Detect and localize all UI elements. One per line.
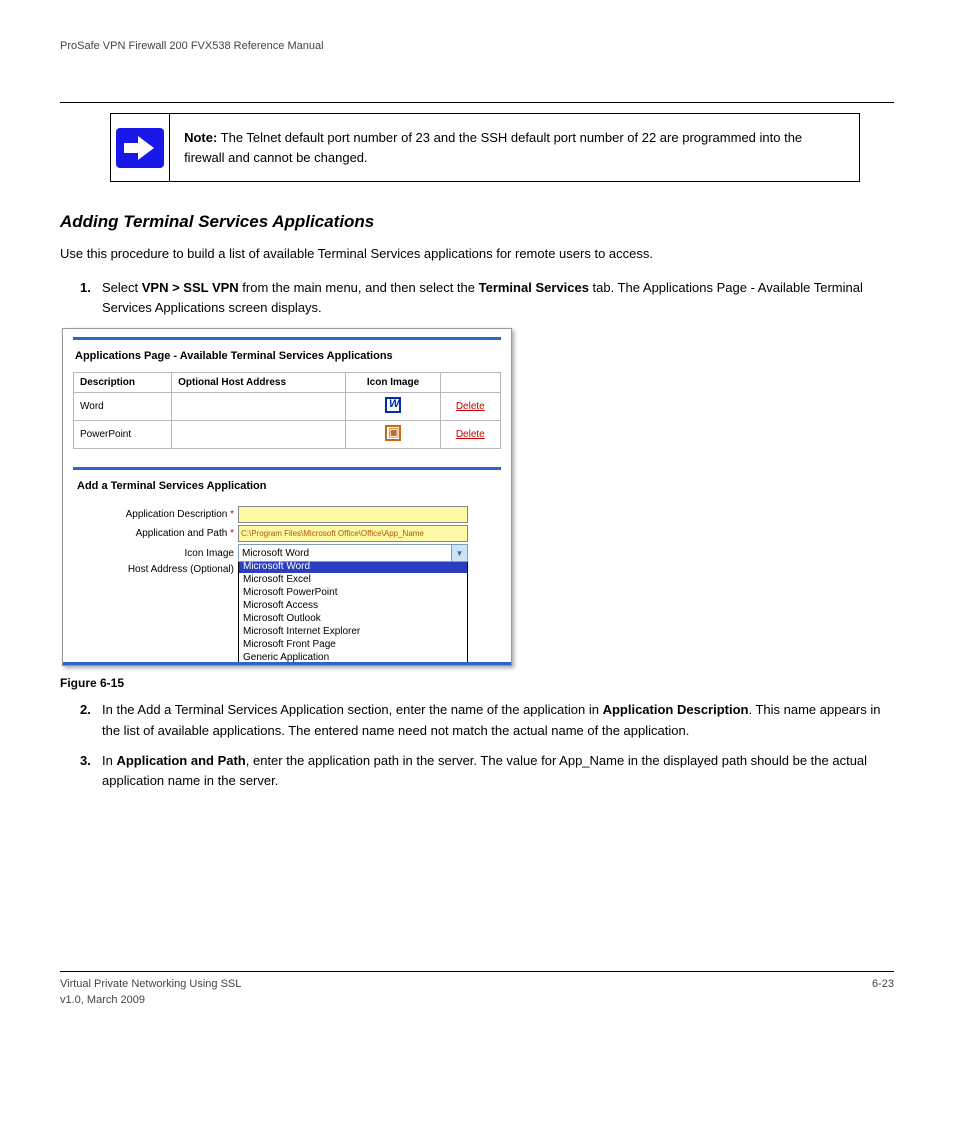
ts-midline: [73, 467, 501, 470]
figure-caption: Figure 6-15: [60, 676, 894, 690]
ts-window: Applications Page - Available Terminal S…: [62, 328, 512, 666]
cell-host-0: [172, 393, 346, 421]
ppt-icon: [385, 425, 401, 441]
arrow-icon: [116, 128, 164, 168]
section-title: Adding Terminal Services Applications: [60, 212, 894, 232]
select-value: Microsoft Word: [242, 548, 309, 559]
step-3-num: 3.: [80, 751, 102, 791]
col-desc: Description: [74, 373, 172, 393]
footer: Virtual Private Networking Using SSL 6-2…: [60, 971, 894, 990]
step-2: 2. In the Add a Terminal Services Applic…: [80, 700, 894, 740]
opt-4[interactable]: Microsoft Outlook: [239, 612, 467, 625]
header-rule: [60, 102, 894, 103]
opt-5[interactable]: Microsoft Internet Explorer: [239, 625, 467, 638]
step-1: 1. Select VPN > SSL VPN from the main me…: [80, 278, 894, 318]
step-2-a: In the Add a Terminal Services Applicati…: [102, 702, 603, 717]
opt-2[interactable]: Microsoft PowerPoint: [239, 586, 467, 599]
figure: Applications Page - Available Terminal S…: [60, 328, 894, 690]
input-app-path[interactable]: [238, 525, 468, 542]
intro-text: Use this procedure to build a list of av…: [60, 244, 894, 264]
cell-icon-1: [346, 421, 440, 449]
note-icon-cell: [111, 114, 170, 181]
step-3-bold: Application and Path: [116, 753, 245, 768]
footer-bottom: v1.0, March 2009: [60, 994, 894, 1006]
word-icon: [385, 397, 401, 413]
step-1-num: 1.: [80, 278, 102, 318]
ts-title: Applications Page - Available Terminal S…: [75, 350, 501, 362]
ts-subtitle: Add a Terminal Services Application: [77, 480, 501, 492]
step-2-bold: Application Description: [603, 702, 749, 717]
step-2-num: 2.: [80, 700, 102, 740]
delete-link-0[interactable]: Delete: [456, 401, 485, 412]
step-3: 3. In Application and Path, enter the ap…: [80, 751, 894, 791]
label-app-desc: Application Description *: [73, 509, 238, 520]
ts-topline: [73, 337, 501, 340]
note-box: Note: The Telnet default port number of …: [110, 113, 860, 182]
table-row: PowerPoint Delete: [74, 421, 501, 449]
step-1-a: Select: [102, 280, 142, 295]
note-label: Note:: [184, 130, 217, 145]
col-icon: Icon Image: [346, 373, 440, 393]
col-host: Optional Host Address: [172, 373, 346, 393]
step-1-bold: VPN > SSL VPN: [142, 280, 243, 295]
chevron-down-icon: ▼: [451, 545, 467, 561]
opt-6[interactable]: Microsoft Front Page: [239, 638, 467, 651]
cell-desc-1: PowerPoint: [74, 421, 172, 449]
select-icon-image[interactable]: Microsoft Word ▼: [238, 544, 468, 562]
cell-desc-0: Word: [74, 393, 172, 421]
label-host-addr: Host Address (Optional): [73, 564, 238, 575]
footer-left: Virtual Private Networking Using SSL: [60, 978, 241, 990]
footer-right: 6-23: [872, 978, 894, 990]
ts-table: Description Optional Host Address Icon I…: [73, 372, 501, 449]
opt-3[interactable]: Microsoft Access: [239, 599, 467, 612]
cell-icon-0: [346, 393, 440, 421]
step-1-b: from the main menu, and then select the: [242, 280, 478, 295]
note-body: The Telnet default port number of 23 and…: [184, 130, 802, 165]
col-action: [440, 373, 500, 393]
note-text: Note: The Telnet default port number of …: [170, 114, 859, 181]
delete-link-1[interactable]: Delete: [456, 429, 485, 440]
header-left: ProSafe VPN Firewall 200 FVX538 Referenc…: [60, 40, 324, 52]
input-app-desc[interactable]: [238, 506, 468, 523]
step-3-a: In: [102, 753, 116, 768]
label-app-path: Application and Path *: [73, 528, 238, 539]
label-icon-image: Icon Image: [73, 548, 238, 559]
step-1-bold2: Terminal Services: [479, 280, 589, 295]
dropdown-list[interactable]: Microsoft Word Microsoft Excel Microsoft…: [238, 559, 468, 665]
cell-host-1: [172, 421, 346, 449]
opt-1[interactable]: Microsoft Excel: [239, 573, 467, 586]
table-row: Word Delete: [74, 393, 501, 421]
